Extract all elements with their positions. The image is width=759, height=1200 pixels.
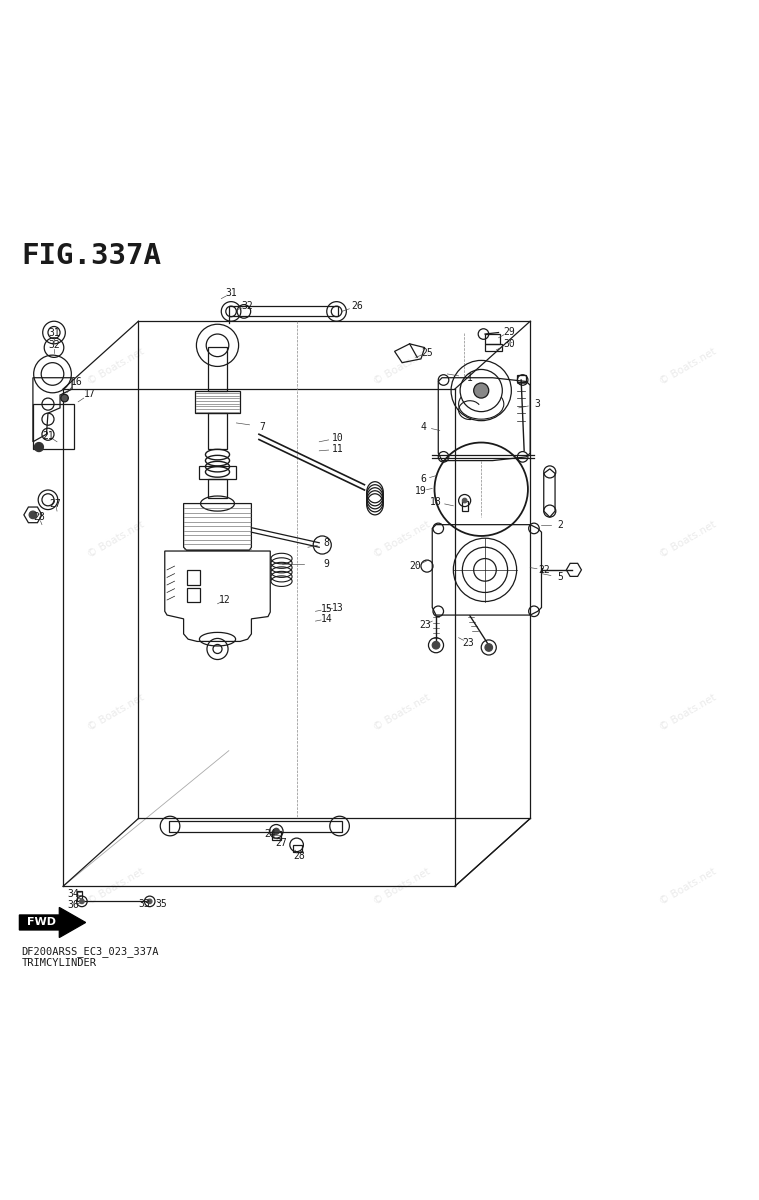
Circle shape xyxy=(485,643,493,652)
Text: 31: 31 xyxy=(225,288,237,299)
Bar xyxy=(208,347,227,390)
Circle shape xyxy=(462,498,467,503)
Text: © Boats.net: © Boats.net xyxy=(372,520,432,560)
Text: © Boats.net: © Boats.net xyxy=(372,866,432,906)
Text: 29: 29 xyxy=(503,326,515,337)
Circle shape xyxy=(34,443,43,451)
Text: 24: 24 xyxy=(264,828,276,839)
Text: 13: 13 xyxy=(332,602,344,612)
Polygon shape xyxy=(19,907,86,937)
Text: 34: 34 xyxy=(67,889,79,899)
Bar xyxy=(228,306,338,316)
Text: 11: 11 xyxy=(332,444,344,455)
Circle shape xyxy=(147,899,152,904)
Bar xyxy=(517,376,526,382)
Bar xyxy=(208,480,227,498)
Bar xyxy=(33,404,74,449)
Text: 4: 4 xyxy=(420,421,426,432)
Text: 1: 1 xyxy=(467,373,473,383)
Text: 32: 32 xyxy=(242,301,254,311)
Text: FIG.337A: FIG.337A xyxy=(21,242,162,270)
Circle shape xyxy=(432,642,439,649)
Text: 6: 6 xyxy=(420,474,426,485)
Text: 5: 5 xyxy=(557,572,563,582)
Text: 12: 12 xyxy=(219,595,231,605)
Text: 23: 23 xyxy=(419,620,430,630)
Text: 26: 26 xyxy=(351,301,363,311)
Text: © Boats.net: © Boats.net xyxy=(658,692,719,733)
Text: © Boats.net: © Boats.net xyxy=(86,347,146,386)
Text: 9: 9 xyxy=(324,559,329,569)
Text: TRIMCYLINDER: TRIMCYLINDER xyxy=(21,958,96,968)
Text: FWD: FWD xyxy=(27,918,56,928)
Text: 3: 3 xyxy=(535,400,540,409)
Text: 2: 2 xyxy=(557,520,563,529)
Text: 36: 36 xyxy=(67,900,79,910)
Text: 18: 18 xyxy=(430,497,442,508)
Bar xyxy=(272,832,281,840)
Text: 25: 25 xyxy=(421,348,433,358)
Text: 10: 10 xyxy=(332,433,344,443)
Circle shape xyxy=(273,828,279,834)
Bar xyxy=(199,466,236,480)
Circle shape xyxy=(80,899,84,904)
Bar xyxy=(293,845,302,852)
Text: 23: 23 xyxy=(462,638,474,648)
Text: 32: 32 xyxy=(48,341,60,350)
Circle shape xyxy=(29,511,36,518)
Text: © Boats.net: © Boats.net xyxy=(658,347,719,386)
Text: © Boats.net: © Boats.net xyxy=(658,866,719,906)
Text: 27: 27 xyxy=(49,498,61,509)
Circle shape xyxy=(61,395,68,402)
Text: 33: 33 xyxy=(139,899,150,908)
Text: 31: 31 xyxy=(48,328,60,337)
Text: © Boats.net: © Boats.net xyxy=(86,692,146,733)
Text: 28: 28 xyxy=(293,851,305,862)
Bar xyxy=(168,821,342,832)
Text: 35: 35 xyxy=(155,899,167,908)
Text: 8: 8 xyxy=(324,539,329,548)
Text: © Boats.net: © Boats.net xyxy=(86,866,146,906)
Text: 17: 17 xyxy=(83,389,96,400)
Text: 15: 15 xyxy=(321,604,332,614)
Text: 7: 7 xyxy=(260,421,266,432)
Text: © Boats.net: © Boats.net xyxy=(86,520,146,560)
Bar xyxy=(461,500,468,511)
Bar xyxy=(485,344,502,352)
Text: DF200ARSS_EC3_023_337A: DF200ARSS_EC3_023_337A xyxy=(21,947,159,958)
Bar xyxy=(195,390,240,413)
Text: 30: 30 xyxy=(503,338,515,349)
Text: © Boats.net: © Boats.net xyxy=(658,520,719,560)
Bar xyxy=(187,588,200,601)
Text: 22: 22 xyxy=(538,565,550,575)
Bar xyxy=(485,334,500,344)
Text: 14: 14 xyxy=(321,614,332,624)
Bar xyxy=(187,570,200,584)
Text: 16: 16 xyxy=(71,377,83,386)
Text: 21: 21 xyxy=(42,431,54,440)
Bar xyxy=(77,890,82,901)
Text: © Boats.net: © Boats.net xyxy=(372,347,432,386)
Text: © Boats.net: © Boats.net xyxy=(372,692,432,733)
Circle shape xyxy=(474,383,489,398)
Text: 19: 19 xyxy=(415,486,427,496)
Text: 27: 27 xyxy=(276,839,288,848)
Text: 20: 20 xyxy=(410,562,421,571)
Bar xyxy=(208,413,227,449)
Text: 28: 28 xyxy=(33,512,45,522)
